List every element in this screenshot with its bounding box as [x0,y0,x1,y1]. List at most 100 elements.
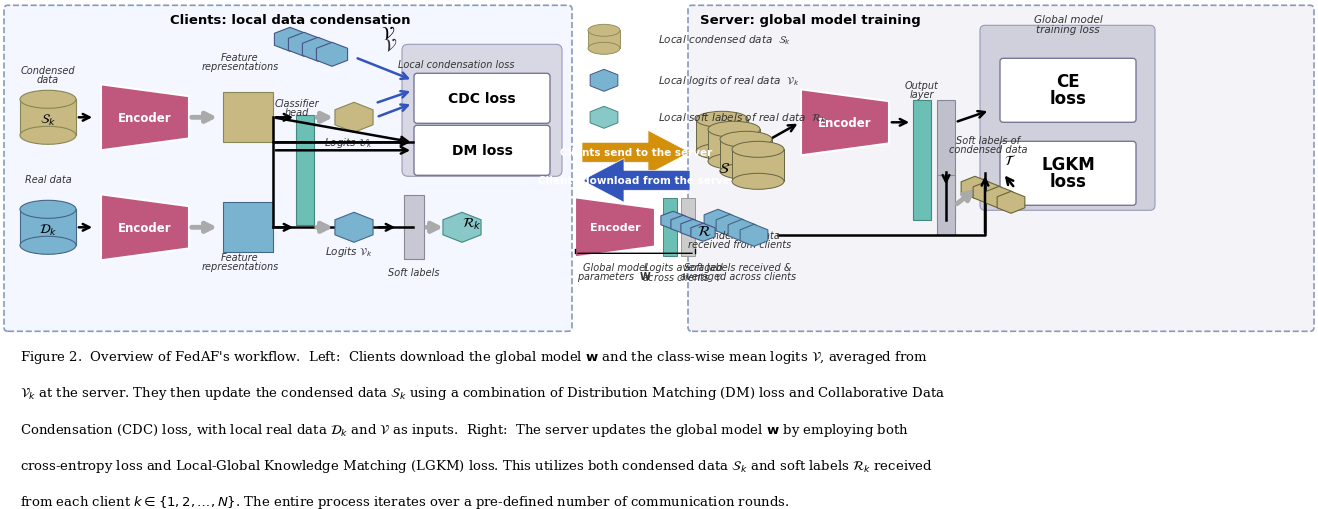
Text: $\mathcal{S}$: $\mathcal{S}$ [718,160,730,176]
Text: CDC loss: CDC loss [448,92,515,106]
Polygon shape [937,101,956,221]
Polygon shape [297,116,314,226]
Polygon shape [691,224,716,242]
Polygon shape [20,210,76,246]
Text: $\mathcal{V}_k$ at the server. They then update the condensed data $\mathcal{S}_: $\mathcal{V}_k$ at the server. They then… [20,384,945,402]
Text: representations: representations [202,262,278,272]
Polygon shape [443,213,481,243]
Text: from each client $k \in \{1, 2, \ldots, N\}$. The entire process iterates over a: from each client $k \in \{1, 2, \ldots, … [20,493,789,509]
FancyBboxPatch shape [981,26,1155,211]
Polygon shape [741,225,768,247]
Polygon shape [101,85,188,151]
Polygon shape [405,196,424,260]
Text: $\mathcal{R}$: $\mathcal{R}$ [697,223,712,238]
FancyBboxPatch shape [1000,59,1136,123]
Polygon shape [720,140,772,172]
Polygon shape [101,195,188,261]
Text: Classifier: Classifier [274,99,319,109]
Text: DM loss: DM loss [452,144,513,158]
Text: condensed data: condensed data [949,145,1027,155]
Text: Soft labels received &: Soft labels received & [684,263,792,273]
Text: loss: loss [1049,90,1086,108]
Text: representations: representations [202,62,278,72]
Text: Clients send to the server: Clients send to the server [560,148,712,158]
Text: Condensation (CDC) loss, with local real data $\mathcal{D}_k$ and $\mathcal{V}$ : Condensation (CDC) loss, with local real… [20,421,908,438]
Text: Feature: Feature [221,53,258,63]
Text: Global model: Global model [583,263,647,273]
Text: Global model: Global model [1033,15,1102,25]
Polygon shape [681,220,705,238]
Text: Condensed data: Condensed data [700,231,780,241]
Text: Soft labels of: Soft labels of [956,136,1020,146]
FancyBboxPatch shape [1000,142,1136,206]
Text: Encoder: Encoder [119,111,171,125]
Ellipse shape [20,201,76,219]
FancyBboxPatch shape [4,6,572,332]
Text: averaged across clients: averaged across clients [680,272,796,282]
Polygon shape [731,150,784,182]
Text: $\mathcal{V}$: $\mathcal{V}$ [381,25,395,43]
Text: Encoder: Encoder [818,117,871,130]
Text: $\mathcal{S}_k$: $\mathcal{S}_k$ [40,112,57,128]
Text: Local condensation loss: Local condensation loss [398,60,514,70]
Polygon shape [973,182,1000,204]
Text: layer: layer [909,90,934,100]
Text: $\mathcal{T}$: $\mathcal{T}$ [1004,154,1016,168]
FancyBboxPatch shape [414,126,550,176]
Polygon shape [696,120,749,152]
Text: CE: CE [1056,73,1079,91]
Text: received from clients: received from clients [688,240,792,250]
Polygon shape [681,199,695,257]
Ellipse shape [708,154,760,170]
FancyBboxPatch shape [402,45,561,177]
Text: $\mathcal{R}_k$: $\mathcal{R}_k$ [463,215,482,231]
Text: Encoder: Encoder [119,221,171,234]
Text: Logits $\mathcal{V}_k$: Logits $\mathcal{V}_k$ [326,245,373,259]
Text: Logits averaged: Logits averaged [643,263,722,273]
Text: Logits $\mathcal{U}_k$: Logits $\mathcal{U}_k$ [324,136,374,150]
Ellipse shape [588,25,619,37]
Polygon shape [961,177,988,199]
Polygon shape [302,38,333,62]
FancyBboxPatch shape [688,6,1314,332]
Ellipse shape [20,127,76,145]
Text: LGKM: LGKM [1041,156,1095,174]
Polygon shape [913,101,931,221]
Ellipse shape [20,91,76,109]
Polygon shape [223,203,273,253]
Polygon shape [704,210,731,232]
Polygon shape [728,220,755,242]
Polygon shape [289,33,319,57]
Ellipse shape [20,237,76,255]
Polygon shape [583,159,691,203]
Text: Local soft labels of real data  $\mathcal{R}_k$: Local soft labels of real data $\mathcal… [658,111,826,125]
Polygon shape [316,43,348,67]
Ellipse shape [708,122,760,138]
Text: Real data: Real data [25,175,71,185]
Ellipse shape [696,144,749,160]
Text: Local condensed data  $\mathcal{S}_k$: Local condensed data $\mathcal{S}_k$ [658,33,791,47]
Polygon shape [985,187,1012,209]
Text: Clients: local data condensation: Clients: local data condensation [170,14,410,27]
Polygon shape [663,199,677,257]
Polygon shape [590,107,618,129]
Polygon shape [335,213,373,243]
Polygon shape [223,93,273,143]
Polygon shape [583,131,691,175]
FancyBboxPatch shape [414,74,550,124]
Ellipse shape [588,43,619,55]
Polygon shape [801,90,890,156]
Text: parameters  $\mathbf{W}$: parameters $\mathbf{W}$ [577,270,652,284]
Polygon shape [998,192,1025,214]
Ellipse shape [720,132,772,148]
Text: Feature: Feature [221,253,258,263]
Polygon shape [937,176,956,236]
Text: Condensed: Condensed [21,66,75,76]
Text: across clients  $\mathcal{V}$: across clients $\mathcal{V}$ [642,271,724,282]
Ellipse shape [696,112,749,128]
Text: data: data [37,75,59,85]
Polygon shape [588,31,619,49]
Text: Output: Output [905,81,938,91]
Polygon shape [660,212,685,230]
Text: Local logits of real data  $\mathcal{V}_k$: Local logits of real data $\mathcal{V}_k… [658,74,800,88]
